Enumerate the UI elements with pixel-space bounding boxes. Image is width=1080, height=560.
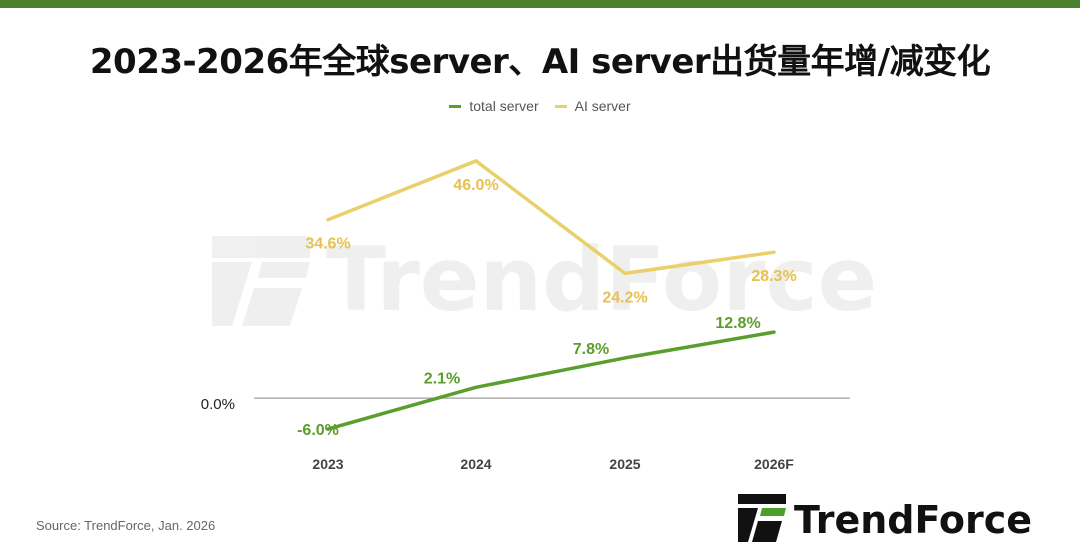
data-label-ai-server: 24.2% xyxy=(602,289,647,306)
trendforce-watermark: TrendForce xyxy=(212,228,877,331)
x-tick-label: 2024 xyxy=(460,456,491,472)
data-label-ai-server: 34.6% xyxy=(305,236,350,253)
data-point-ai-server xyxy=(772,250,776,254)
trendforce-logo: TrendForce xyxy=(738,494,1032,542)
data-point-total-server xyxy=(474,385,478,389)
data-label-ai-server: 46.0% xyxy=(453,177,498,194)
legend-swatch-ai-server xyxy=(554,104,567,108)
data-point-ai-server xyxy=(474,159,478,163)
data-label-ai-server: 28.3% xyxy=(751,268,796,285)
legend-item-total-server: total server xyxy=(449,98,539,114)
legend-item-ai-server: AI server xyxy=(554,98,631,114)
y-tick-label: 0.0% xyxy=(201,396,235,413)
source-note: Source: TrendForce, Jan. 2026 xyxy=(36,518,216,533)
series-line-ai-server xyxy=(326,159,776,276)
data-label-total-server: 12.8% xyxy=(715,315,760,332)
legend-swatch-total-server xyxy=(449,104,462,108)
data-label-total-server: -6.0% xyxy=(297,422,339,439)
legend-label-ai-server: AI server xyxy=(574,98,631,114)
chart-title: 2023-2026年全球server、AI server出货量年增/减变化 xyxy=(89,42,991,82)
data-label-total-server: 2.1% xyxy=(424,370,460,387)
x-tick-label: 2026F xyxy=(754,456,794,472)
x-tick-label: 2023 xyxy=(312,456,343,472)
data-point-total-server xyxy=(772,330,776,334)
top-accent-bar xyxy=(0,0,1080,8)
watermark-text: TrendForce xyxy=(326,228,877,331)
data-point-total-server xyxy=(623,356,627,360)
data-label-total-server: 7.8% xyxy=(573,341,609,358)
data-point-ai-server xyxy=(326,218,330,222)
chart-legend: total server AI server xyxy=(0,98,1080,114)
x-tick-label: 2025 xyxy=(609,456,640,472)
data-point-ai-server xyxy=(623,271,627,275)
data-point-total-server xyxy=(326,427,330,431)
series-line-total-server xyxy=(326,330,776,431)
logo-wordmark: TrendForce xyxy=(794,498,1032,542)
legend-label-total-server: total server xyxy=(469,98,539,114)
